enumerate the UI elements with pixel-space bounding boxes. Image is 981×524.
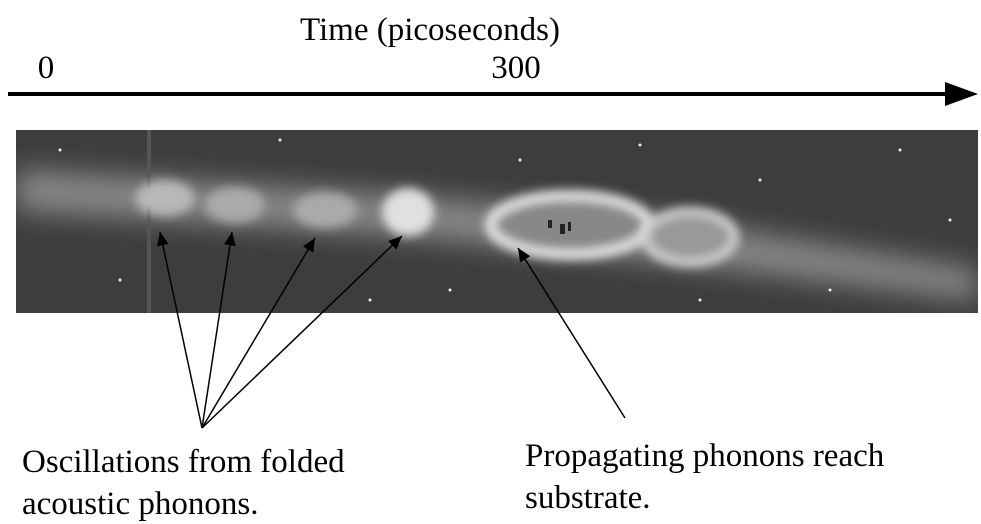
streak-line [147, 130, 151, 313]
phonon-ring [641, 207, 739, 267]
axis-arrowhead [945, 82, 978, 106]
annotation-text: acoustic phonons. [22, 486, 258, 522]
oscillation-blob [135, 180, 195, 216]
tick-label: 0 [38, 50, 55, 86]
dark-spots [548, 220, 571, 234]
oscillation-blob [205, 187, 265, 223]
annotation-arrows [156, 231, 626, 429]
oscillation-blob [293, 192, 357, 228]
annotation-text: Propagating phonons reach [525, 438, 885, 474]
streak-image [16, 130, 978, 313]
axis-title: Time (picoseconds) [300, 12, 560, 48]
annotation-text: substrate. [525, 480, 651, 516]
speckles [58, 138, 952, 302]
oscillation-blob [382, 188, 434, 236]
annotation-text: Oscillations from folded [22, 444, 345, 480]
tick-label: 300 [491, 50, 541, 86]
